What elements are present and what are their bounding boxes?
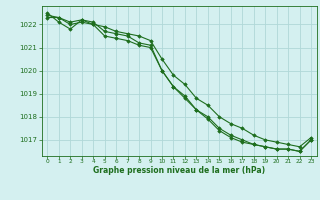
X-axis label: Graphe pression niveau de la mer (hPa): Graphe pression niveau de la mer (hPa)	[93, 166, 265, 175]
